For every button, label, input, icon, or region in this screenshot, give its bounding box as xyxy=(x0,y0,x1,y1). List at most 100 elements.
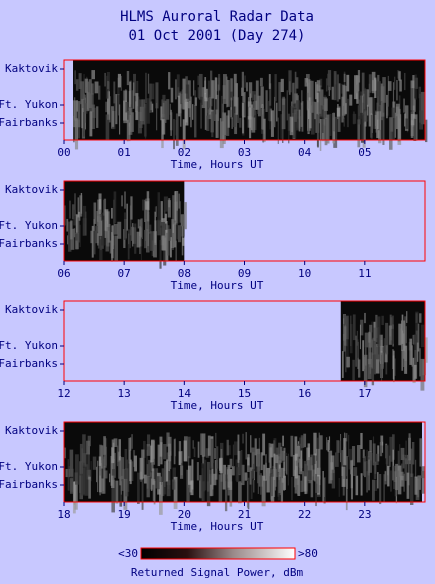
echo-texture xyxy=(392,434,395,460)
echo-texture xyxy=(121,195,123,207)
echo-texture xyxy=(118,439,121,461)
echo-texture xyxy=(399,79,402,92)
echo-texture xyxy=(113,191,117,224)
echo-texture xyxy=(306,447,310,481)
echo-texture xyxy=(157,219,161,236)
echo-texture xyxy=(259,77,263,87)
echo-texture xyxy=(388,325,392,345)
echo-texture xyxy=(173,119,175,150)
echo-texture xyxy=(175,240,177,262)
echo-texture xyxy=(404,457,407,481)
echo-texture xyxy=(384,470,387,485)
echo-texture xyxy=(398,71,401,81)
echo-texture xyxy=(169,237,172,258)
x-axis-label: Time, Hours UT xyxy=(171,399,264,412)
echo-texture xyxy=(372,443,376,466)
echo-texture xyxy=(403,72,406,91)
echo-texture xyxy=(206,115,210,132)
echo-texture xyxy=(129,229,132,249)
echo-texture xyxy=(159,240,162,269)
echo-texture xyxy=(133,73,136,96)
echo-texture xyxy=(128,437,131,464)
echo-texture xyxy=(288,113,290,144)
echo-texture xyxy=(133,450,136,467)
echo-texture xyxy=(397,450,400,471)
echo-texture xyxy=(66,218,69,232)
echo-texture xyxy=(395,463,399,491)
echo-texture xyxy=(162,102,165,118)
echo-texture xyxy=(350,474,353,500)
echo-texture xyxy=(367,104,369,116)
echo-texture xyxy=(144,199,146,223)
x-tick-label: 21 xyxy=(238,508,251,521)
x-tick-label: 12 xyxy=(57,387,70,400)
echo-texture xyxy=(230,107,233,118)
echo-texture xyxy=(375,346,380,360)
echo-texture xyxy=(290,435,294,457)
echo-texture xyxy=(265,90,268,112)
echo-texture xyxy=(92,456,97,470)
echo-texture xyxy=(202,481,205,501)
echo-texture xyxy=(226,76,228,108)
echo-texture xyxy=(227,445,231,455)
echo-texture xyxy=(296,445,300,457)
echo-texture xyxy=(142,199,145,211)
echo-texture xyxy=(244,75,246,88)
echo-texture xyxy=(338,440,341,453)
echo-texture xyxy=(154,211,157,243)
echo-texture xyxy=(126,203,128,231)
echo-texture xyxy=(217,84,220,113)
echo-texture xyxy=(307,470,312,480)
echo-texture xyxy=(331,469,336,489)
echo-texture xyxy=(201,463,206,492)
echo-texture xyxy=(397,465,402,495)
echo-texture xyxy=(168,455,170,472)
echo-texture xyxy=(323,477,325,498)
echo-texture xyxy=(342,478,345,496)
echo-texture xyxy=(307,443,311,461)
echo-texture xyxy=(350,460,353,475)
echo-texture xyxy=(98,456,102,466)
echo-texture xyxy=(113,199,115,226)
y-category-label: Kaktovik xyxy=(5,183,58,196)
echo-texture xyxy=(286,455,288,475)
echo-texture xyxy=(393,358,396,376)
echo-texture xyxy=(379,345,381,362)
echo-texture xyxy=(83,99,86,132)
echo-texture xyxy=(355,335,357,367)
echo-texture xyxy=(147,434,151,447)
echo-texture xyxy=(109,240,113,254)
echo-texture xyxy=(260,86,264,109)
echo-texture xyxy=(105,114,110,141)
echo-texture xyxy=(216,446,219,469)
echo-texture xyxy=(178,225,182,243)
echo-texture xyxy=(84,211,87,236)
echo-texture xyxy=(369,103,372,122)
echo-texture xyxy=(410,114,415,126)
echo-texture xyxy=(387,465,390,487)
echo-texture xyxy=(343,117,346,127)
echo-texture xyxy=(141,477,144,510)
echo-texture xyxy=(111,110,115,127)
echo-texture xyxy=(414,476,418,495)
echo-texture xyxy=(126,71,130,86)
echo-texture xyxy=(385,353,388,375)
echo-texture xyxy=(103,446,107,468)
echo-texture xyxy=(392,82,395,113)
echo-texture xyxy=(112,442,115,461)
echo-texture xyxy=(345,340,347,373)
echo-texture xyxy=(97,214,102,236)
echo-texture xyxy=(366,461,368,493)
echo-texture xyxy=(233,73,237,107)
x-tick-label: 08 xyxy=(178,267,191,280)
echo-texture xyxy=(110,455,113,486)
echo-texture xyxy=(283,461,285,491)
echo-texture xyxy=(419,313,422,323)
echo-texture xyxy=(362,102,365,114)
echo-texture xyxy=(196,462,199,481)
echo-texture xyxy=(251,447,255,470)
echo-texture xyxy=(105,231,109,252)
echo-texture xyxy=(395,106,400,117)
echo-texture xyxy=(215,109,219,138)
